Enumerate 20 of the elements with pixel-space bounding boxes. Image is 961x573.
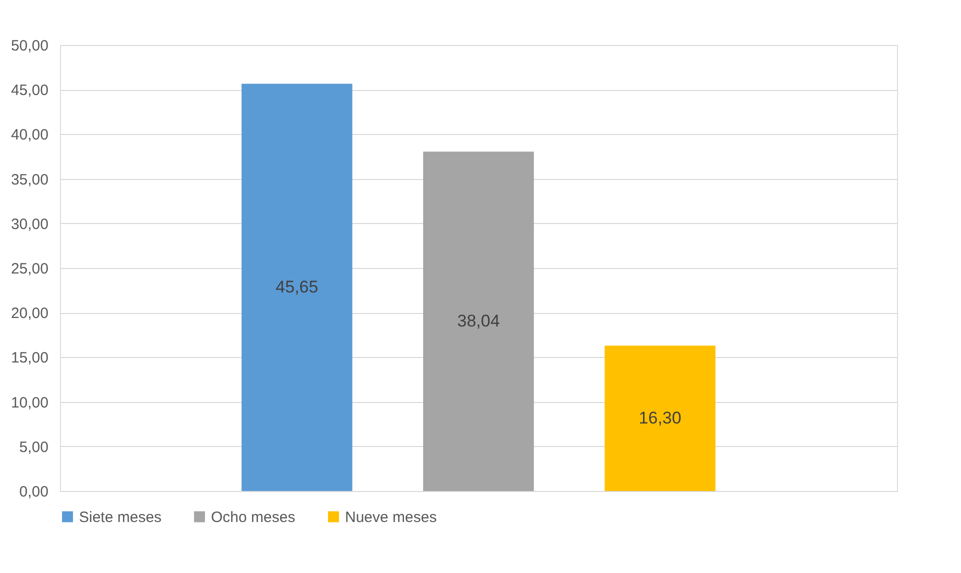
data-label: 38,04 [457, 311, 500, 330]
legend-label: Nueve meses [345, 508, 437, 526]
y-tick-label: 5,00 [19, 438, 48, 456]
y-tick-label: 45,00 [10, 82, 48, 100]
y-tick-label: 30,00 [10, 216, 48, 233]
bar [423, 152, 534, 491]
bar [242, 84, 352, 491]
legend-label: Siete meses [79, 508, 162, 526]
y-tick-label: 20,00 [10, 305, 48, 322]
y-tick-label: 25,00 [10, 260, 48, 278]
y-tick-label: 50,00 [10, 38, 48, 54]
y-tick-label: 15,00 [10, 350, 48, 367]
y-tick-label: 10,00 [10, 394, 48, 412]
y-tick-label: 35,00 [10, 171, 48, 188]
bar [604, 346, 716, 491]
y-tick-label: 40,00 [10, 126, 48, 144]
legend-label: Ocho meses [211, 508, 296, 526]
data-label: 45,65 [276, 277, 318, 296]
y-tick-label: 0,00 [19, 484, 48, 500]
data-label: 16,30 [638, 408, 682, 428]
